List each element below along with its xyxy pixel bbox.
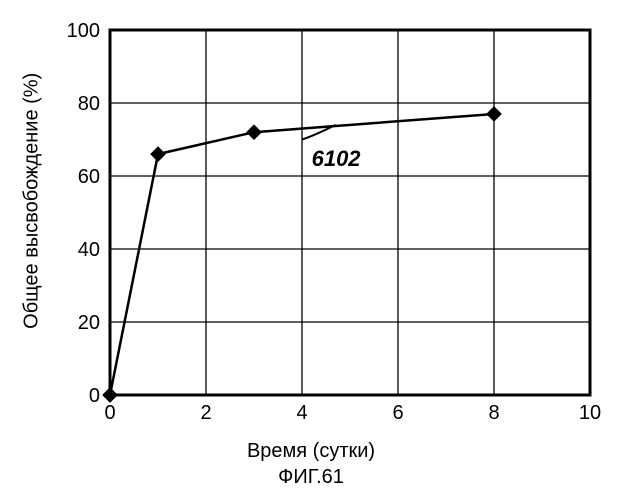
y-tick-labels: 0 20 40 60 80 100: [67, 20, 100, 407]
svg-text:100: 100: [67, 20, 100, 42]
callout-6102: 6102: [302, 125, 361, 171]
svg-text:40: 40: [78, 239, 100, 261]
svg-text:60: 60: [78, 166, 100, 188]
svg-text:4: 4: [296, 402, 307, 424]
svg-text:20: 20: [78, 312, 100, 334]
svg-text:8: 8: [488, 402, 499, 424]
y-axis-label: Общее высвобождение (%): [21, 73, 44, 329]
svg-text:80: 80: [78, 93, 100, 115]
svg-text:0: 0: [89, 385, 100, 407]
svg-text:2: 2: [200, 402, 211, 424]
svg-text:6: 6: [392, 402, 403, 424]
figure-caption: ФИГ.61: [0, 466, 622, 489]
figure-container: 6102 0 2 4 6 8 10 0 20 40 60 80 100 Общее высвобож…: [0, 0, 622, 500]
x-axis-label-text: Время (сутки): [247, 440, 375, 462]
figure-caption-text: ФИГ.61: [278, 466, 344, 488]
chart-svg: 6102 0 2 4 6 8 10 0 20 40 60 80 100: [0, 0, 622, 500]
x-tick-labels: 0 2 4 6 8 10: [104, 402, 601, 424]
grid: [110, 30, 590, 395]
x-axis-label: Время (сутки): [0, 440, 622, 463]
svg-text:0: 0: [104, 402, 115, 424]
svg-text:10: 10: [579, 402, 601, 424]
y-axis-label-text: Общее высвобождение (%): [21, 73, 43, 329]
svg-text:6102: 6102: [312, 146, 362, 171]
plot-border: [110, 30, 590, 395]
